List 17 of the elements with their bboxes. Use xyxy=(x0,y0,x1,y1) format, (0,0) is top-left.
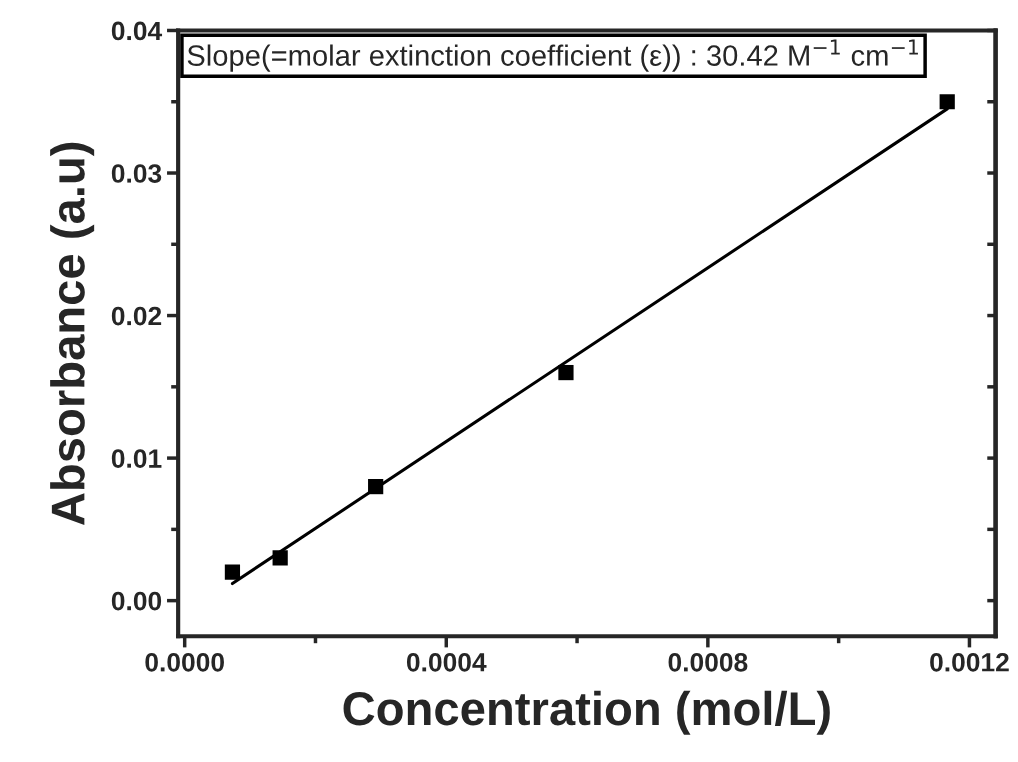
y-axis-title: Absorbance (a.u) xyxy=(50,142,95,526)
y-tick-label: 0.00 xyxy=(111,591,162,611)
y-tick-label: 0.02 xyxy=(111,306,162,326)
point xyxy=(368,479,384,495)
x-axis-title: Concentration (mol/L) xyxy=(343,690,830,735)
point xyxy=(939,94,955,110)
point xyxy=(272,550,288,566)
y-tick-label: 0.01 xyxy=(111,449,162,468)
x-tick-label: 0.0000 xyxy=(145,652,224,672)
x-tick-label: 0.0008 xyxy=(668,652,748,672)
point xyxy=(224,564,241,580)
annotation: Slope(=molar extinction coefficient (ε)) : 30.42 M$^{−1}$ cm$^{−1}$ xyxy=(187,39,918,72)
y-tick-label: 0.03 xyxy=(111,164,162,183)
y-tick-label: 0.04 xyxy=(111,21,163,41)
x-tick-label: 0.0012 xyxy=(930,652,1009,672)
point xyxy=(558,364,574,381)
x-tick-label: 0.0004 xyxy=(406,652,487,672)
